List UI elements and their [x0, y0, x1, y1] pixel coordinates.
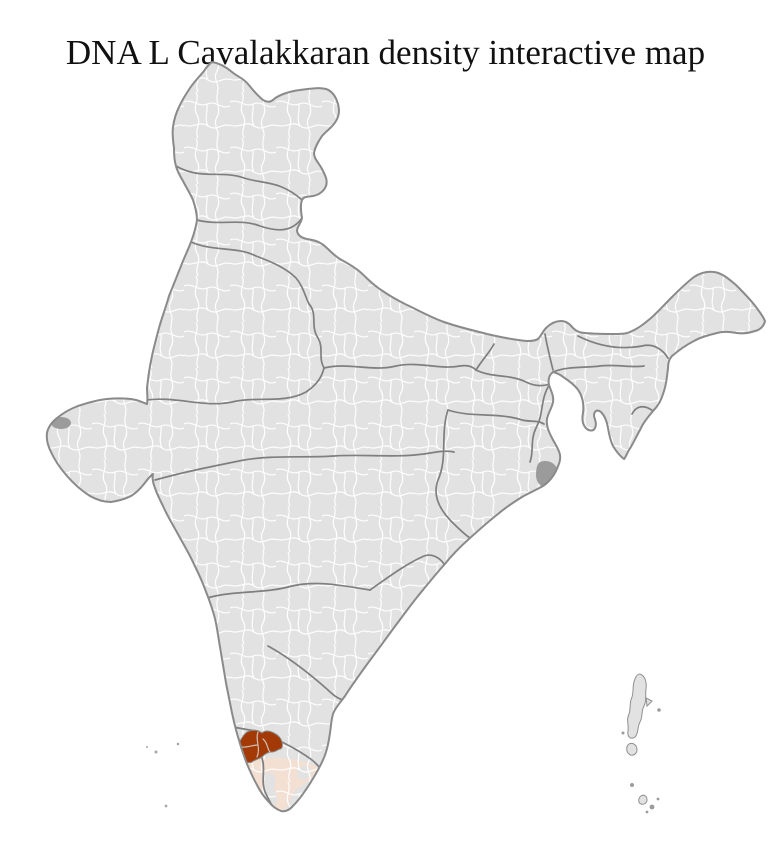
page-title: DNA L Cavalakkaran density interactive m… — [65, 33, 706, 73]
india-coast-outline — [45, 61, 766, 813]
highlight-district-mahe[interactable] — [242, 770, 248, 777]
andaman-nicobar-islands[interactable] — [621, 673, 661, 814]
lakshadweep-islands[interactable] — [146, 742, 180, 808]
kutch-patch — [51, 417, 71, 429]
state-borders — [146, 165, 669, 808]
highlight-district-cluster-high[interactable] — [237, 729, 283, 764]
